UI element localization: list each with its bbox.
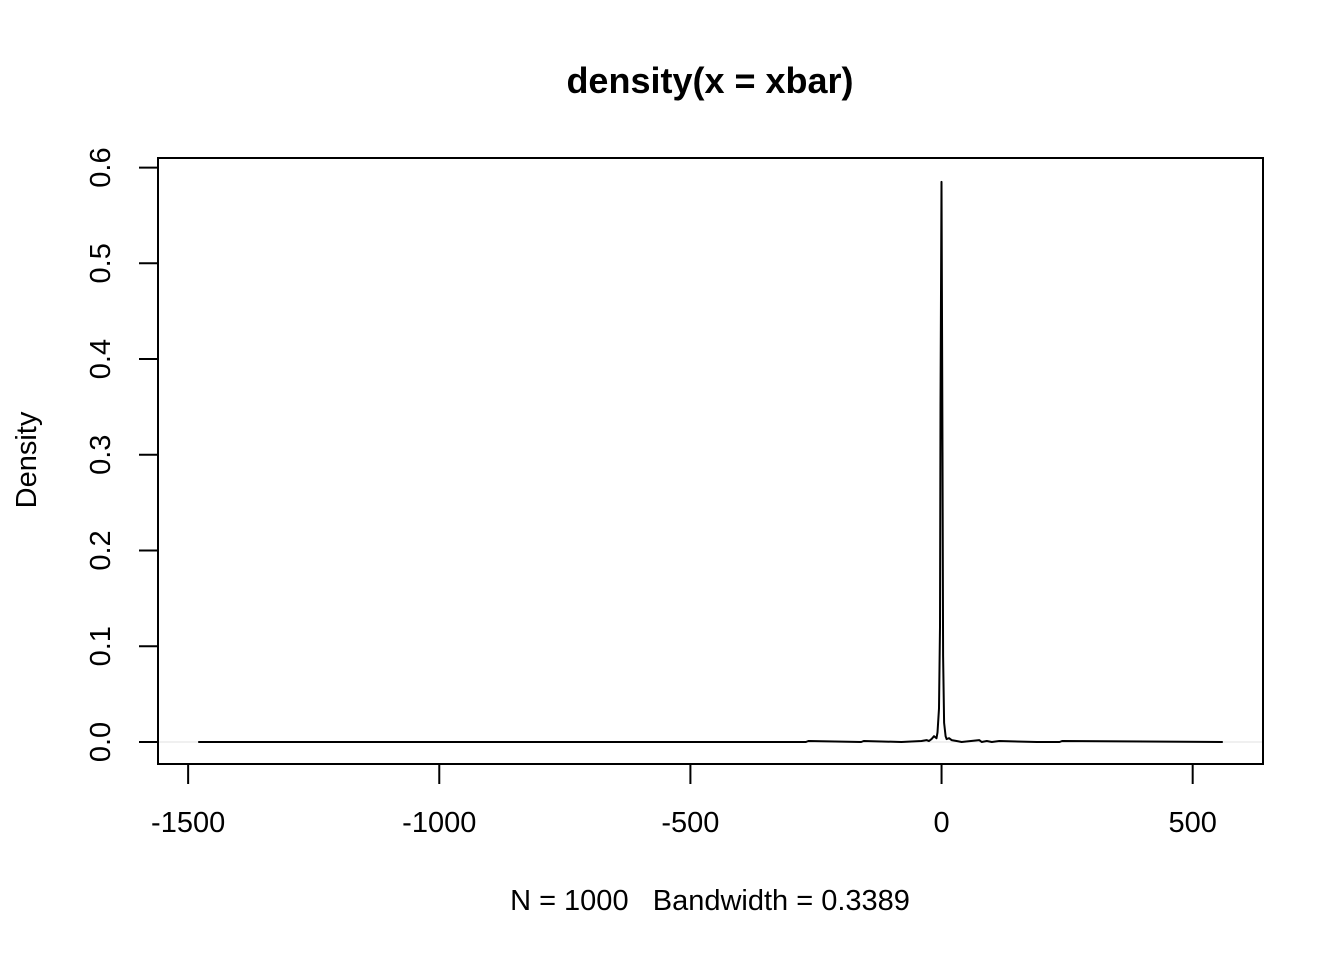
y-tick-label: 0.1 <box>85 626 117 666</box>
plot-frame <box>157 157 1264 765</box>
y-tick-label: 0.2 <box>85 530 117 570</box>
y-tick-label: 0.3 <box>85 435 117 475</box>
x-axis-label: N = 1000 Bandwidth = 0.3389 <box>510 885 910 917</box>
y-tick-label: 0.0 <box>85 722 117 762</box>
y-tick-label: 0.6 <box>85 147 117 187</box>
x-tick-label: -500 <box>661 807 719 839</box>
x-tick-label: 0 <box>933 807 949 839</box>
y-axis-label: Density <box>11 411 43 508</box>
x-tick-label: 500 <box>1168 807 1216 839</box>
x-tick-label: -1500 <box>151 807 225 839</box>
y-tick-label: 0.4 <box>85 339 117 379</box>
y-tick-label: 0.5 <box>85 243 117 283</box>
density-line <box>198 180 1223 743</box>
x-axis: -1500 -1000 -500 0 500 <box>151 763 1217 839</box>
x-tick-label: -1000 <box>402 807 476 839</box>
y-axis: 0.0 0.1 0.2 0.3 0.4 0.5 0.6 <box>85 147 159 762</box>
chart-title: density(x = xbar) <box>566 60 853 101</box>
